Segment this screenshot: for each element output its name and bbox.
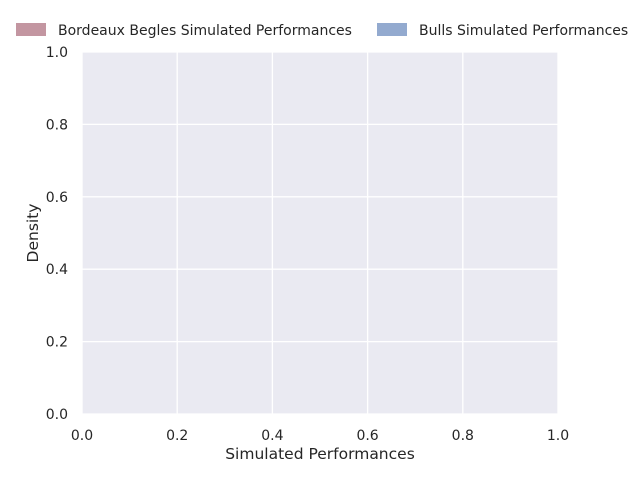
x-tick-label: 0.6 <box>356 428 378 444</box>
x-axis-ticks: 0.0 0.2 0.4 0.6 0.8 1.0 <box>71 428 569 444</box>
grid-lines <box>81 51 559 415</box>
y-tick-label: 1.0 <box>46 45 68 61</box>
legend-swatch-bulls <box>377 23 407 36</box>
legend-item-bulls: Bulls Simulated Performances <box>377 23 628 39</box>
legend-label-bulls: Bulls Simulated Performances <box>419 23 628 39</box>
legend-swatch-bordeaux <box>16 23 46 36</box>
x-tick-label: 0.4 <box>261 428 283 444</box>
y-tick-label: 0.2 <box>46 335 68 351</box>
y-axis-label: Density <box>24 204 42 263</box>
x-axis-label: Simulated Performances <box>225 445 415 463</box>
x-tick-label: 0.2 <box>166 428 188 444</box>
y-tick-label: 0.6 <box>46 190 68 206</box>
y-tick-label: 0.8 <box>46 117 68 133</box>
x-tick-label: 0.0 <box>71 428 93 444</box>
legend-item-bordeaux: Bordeaux Begles Simulated Performances <box>16 23 352 39</box>
plot-area <box>82 52 558 414</box>
y-tick-label: 0.4 <box>46 262 68 278</box>
y-axis-ticks: 0.0 0.2 0.4 0.6 0.8 1.0 <box>46 45 68 423</box>
legend-label-bordeaux: Bordeaux Begles Simulated Performances <box>58 23 352 39</box>
x-tick-label: 0.8 <box>452 428 474 444</box>
y-tick-label: 0.0 <box>46 407 68 423</box>
x-tick-label: 1.0 <box>547 428 569 444</box>
legend: Bordeaux Begles Simulated Performances B… <box>16 23 628 39</box>
